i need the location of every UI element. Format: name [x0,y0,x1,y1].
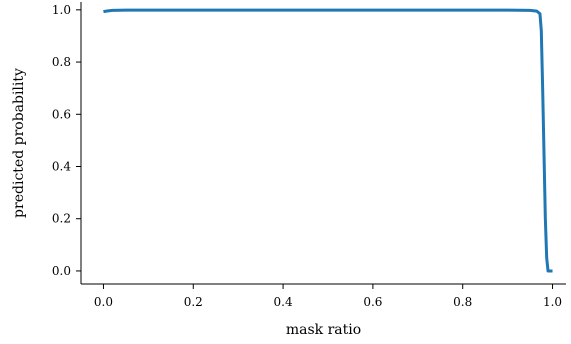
x-tick-label: 0.2 [184,295,203,309]
x-tick-label: 0.4 [274,295,293,309]
x-axis-title: mask ratio [286,322,361,338]
x-tick-label: 0.0 [94,295,113,309]
y-tick-label: 0.0 [52,264,71,278]
y-tick-label: 1.0 [52,3,71,17]
x-tick-label: 0.8 [453,295,472,309]
y-tick-label: 0.4 [52,160,71,174]
x-tick-label: 0.6 [363,295,382,309]
series-line [103,8,553,273]
y-axis-title: predicted probability [11,68,27,218]
x-tick-label: 1.0 [543,295,562,309]
axes-frame [80,2,566,285]
y-tick-label: 0.8 [52,55,71,69]
series-layer [103,8,553,273]
x-axis-ticks: 0.0 0.2 0.4 0.6 0.8 1.0 [94,284,562,309]
y-tick-label: 0.6 [52,107,71,121]
y-tick-label: 0.2 [52,212,71,226]
y-axis-ticks: 0.0 0.2 0.4 0.6 0.8 1.0 [52,3,81,278]
